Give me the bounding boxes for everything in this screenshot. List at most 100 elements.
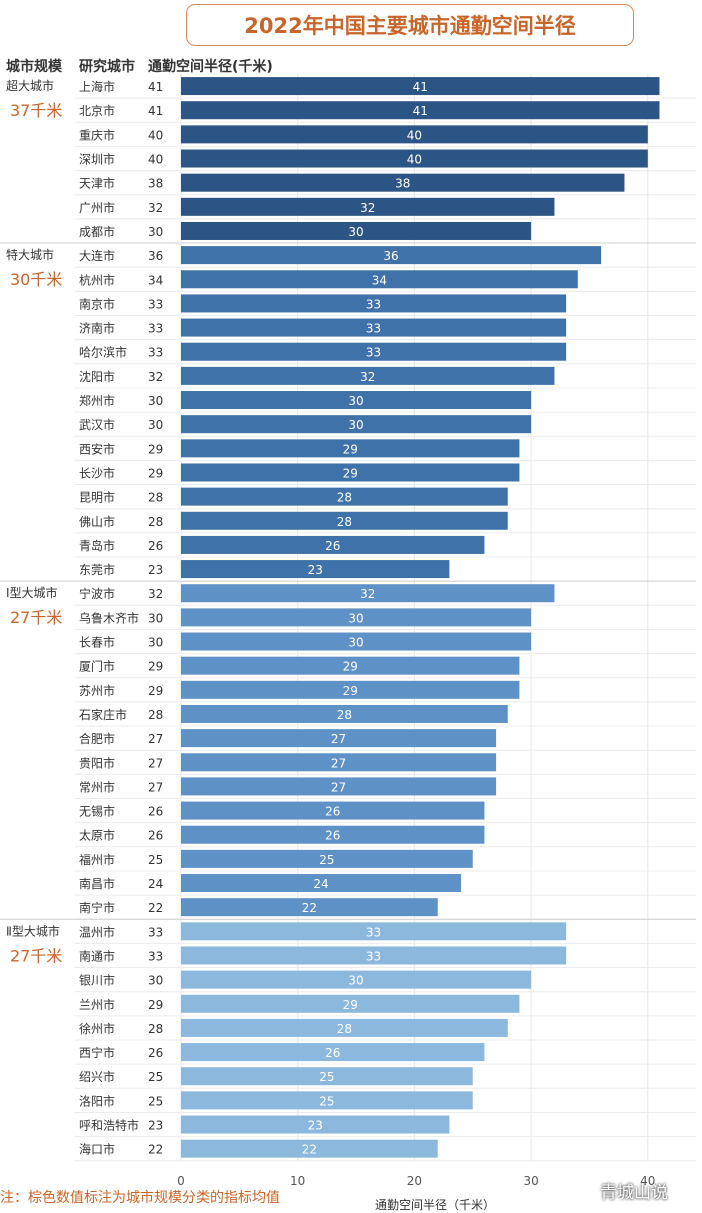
bar bbox=[181, 173, 625, 192]
bar bbox=[181, 197, 555, 216]
x-tick-label: 30 bbox=[523, 1174, 538, 1188]
value-label: 26 bbox=[148, 805, 163, 819]
bar-data-label: 27 bbox=[331, 780, 346, 794]
value-label: 25 bbox=[148, 1094, 163, 1108]
bar-data-label: 34 bbox=[372, 273, 387, 287]
city-label: 南通市 bbox=[79, 948, 115, 963]
bar bbox=[181, 753, 497, 772]
city-label: 厦门市 bbox=[79, 659, 115, 674]
tier-average: 37千米 bbox=[10, 101, 62, 120]
bar bbox=[181, 994, 520, 1013]
value-label: 33 bbox=[148, 925, 163, 939]
bar bbox=[181, 77, 660, 96]
value-label: 40 bbox=[148, 153, 163, 167]
value-label: 33 bbox=[148, 346, 163, 360]
bar-data-label: 23 bbox=[308, 563, 323, 577]
x-tick-label: 10 bbox=[290, 1174, 305, 1188]
bar bbox=[181, 825, 485, 844]
bar-data-label: 30 bbox=[348, 974, 363, 988]
value-label: 22 bbox=[148, 901, 163, 915]
value-label: 29 bbox=[148, 442, 163, 456]
value-label: 25 bbox=[148, 853, 163, 867]
value-label: 26 bbox=[148, 829, 163, 843]
city-label: 长春市 bbox=[79, 635, 115, 650]
tier-label: Ⅰ型大城市 bbox=[6, 585, 58, 600]
tier-label: 特大城市 bbox=[6, 247, 54, 262]
city-label: 杭州市 bbox=[79, 272, 115, 287]
value-label: 29 bbox=[148, 998, 163, 1012]
value-label: 27 bbox=[148, 732, 163, 746]
city-column-header: 研究城市 bbox=[79, 59, 135, 75]
city-label: 重庆市 bbox=[79, 127, 115, 142]
bar bbox=[181, 680, 520, 699]
value-label: 25 bbox=[148, 1070, 163, 1084]
bar-data-label: 24 bbox=[313, 877, 328, 891]
value-label: 24 bbox=[148, 877, 163, 891]
bar-data-label: 22 bbox=[302, 901, 317, 915]
bar bbox=[181, 294, 567, 313]
city-label: 无锡市 bbox=[79, 804, 115, 819]
value-label: 41 bbox=[148, 104, 163, 118]
bar bbox=[181, 511, 508, 530]
city-label: 沈阳市 bbox=[79, 369, 115, 384]
value-label: 29 bbox=[148, 466, 163, 480]
city-label: 大连市 bbox=[79, 248, 115, 263]
city-label: 哈尔滨市 bbox=[79, 345, 127, 360]
value-label: 32 bbox=[148, 201, 163, 215]
value-label: 30 bbox=[148, 611, 163, 625]
x-tick-label: 40 bbox=[640, 1174, 655, 1188]
bar bbox=[181, 439, 520, 458]
bar-data-label: 30 bbox=[348, 611, 363, 625]
bar-data-label: 33 bbox=[366, 346, 381, 360]
city-label: 兰州市 bbox=[79, 997, 115, 1012]
bar-data-label: 26 bbox=[325, 805, 340, 819]
city-label: 郑州市 bbox=[79, 393, 115, 408]
value-label: 28 bbox=[148, 491, 163, 505]
bar-data-label: 25 bbox=[319, 853, 334, 867]
value-label: 28 bbox=[148, 1022, 163, 1036]
city-label: 洛阳市 bbox=[79, 1093, 115, 1108]
city-label: 徐州市 bbox=[79, 1021, 115, 1036]
city-label: 长沙市 bbox=[79, 465, 115, 480]
tier-average: 27千米 bbox=[10, 608, 62, 627]
bar-data-label: 27 bbox=[331, 756, 346, 770]
city-label: 西安市 bbox=[79, 441, 115, 456]
city-label: 合肥市 bbox=[79, 731, 115, 746]
bar-data-label: 32 bbox=[360, 370, 375, 384]
bar-data-label: 36 bbox=[383, 249, 398, 263]
city-label: 贵阳市 bbox=[79, 755, 115, 770]
bar bbox=[181, 632, 532, 651]
city-label: 成都市 bbox=[79, 224, 115, 239]
bar-data-label: 40 bbox=[407, 128, 422, 142]
city-label: 石家庄市 bbox=[79, 707, 127, 722]
city-label: 呼和浩特市 bbox=[79, 1118, 139, 1133]
city-label: 天津市 bbox=[79, 176, 115, 191]
city-label: 西宁市 bbox=[79, 1045, 115, 1060]
bar bbox=[181, 391, 532, 410]
value-label: 32 bbox=[148, 370, 163, 384]
bar bbox=[181, 366, 555, 385]
bar-data-label: 28 bbox=[337, 515, 352, 529]
value-label: 23 bbox=[148, 1119, 163, 1133]
value-label: 38 bbox=[148, 177, 163, 191]
bar-data-label: 33 bbox=[366, 297, 381, 311]
bar bbox=[181, 415, 532, 434]
tier-average: 27千米 bbox=[10, 946, 62, 965]
x-tick-label: 0 bbox=[177, 1174, 185, 1188]
bar bbox=[181, 584, 555, 603]
value-label: 32 bbox=[148, 587, 163, 601]
bar bbox=[181, 970, 532, 989]
bar-data-label: 30 bbox=[348, 636, 363, 650]
bar bbox=[181, 125, 648, 144]
value-label: 27 bbox=[148, 780, 163, 794]
bar-data-label: 33 bbox=[366, 925, 381, 939]
bar bbox=[181, 246, 602, 265]
footnote: 注：棕色数值标注为城市规模分类的指标均值 bbox=[0, 1190, 280, 1206]
value-label: 23 bbox=[148, 563, 163, 577]
city-label: 南昌市 bbox=[79, 876, 115, 891]
bar bbox=[181, 922, 567, 941]
value-label: 26 bbox=[148, 539, 163, 553]
bar bbox=[181, 801, 485, 820]
bar-data-label: 41 bbox=[413, 104, 428, 118]
